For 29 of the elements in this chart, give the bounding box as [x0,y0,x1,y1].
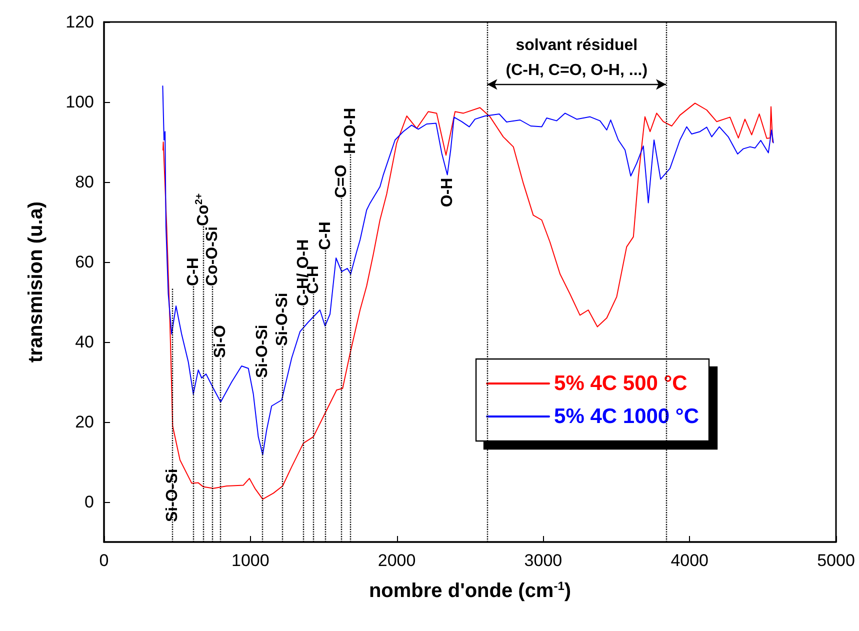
x-tick-label: 4000 [670,551,709,570]
annotation: Si-O-Si [164,468,182,522]
legend-label: 5% 4C 500 °C [554,372,688,395]
annotation: H-O-H [342,108,360,154]
x-tick-label: 1000 [231,551,270,570]
y-tick-label: 120 [66,12,94,32]
annotation: Co2+ [194,193,212,226]
annotation: Si-O-Si [254,324,272,378]
x-tick-label: 3000 [524,551,562,570]
y-tick-label: 60 [75,252,94,272]
y-tick-label: 80 [75,172,94,192]
annotation: C=O [333,164,350,198]
y-tick-label: 0 [84,492,94,512]
annotation: Si-O [212,325,230,358]
annotation: C-H [317,222,334,250]
annotation: Co-O-Si [204,226,221,286]
annotation: solvant résiduel [516,36,638,54]
x-tick-label: 2000 [378,551,416,570]
y-tick-label: 20 [75,412,94,432]
annotation: O-H [438,178,456,208]
x-tick-label: 0 [99,551,109,570]
x-tick-label: 5000 [817,551,855,570]
y-tick-label: 40 [75,332,94,352]
y-tick-label: 100 [66,92,94,112]
annotation: (C-H, C=O, O-H, ...) [506,62,648,79]
y-axis-title: transmision (u.a) [25,201,47,363]
annotation: C-H [184,258,202,286]
annotation: Si-O-Si [274,292,291,346]
legend-label: 5% 4C 1000 °C [554,405,700,428]
